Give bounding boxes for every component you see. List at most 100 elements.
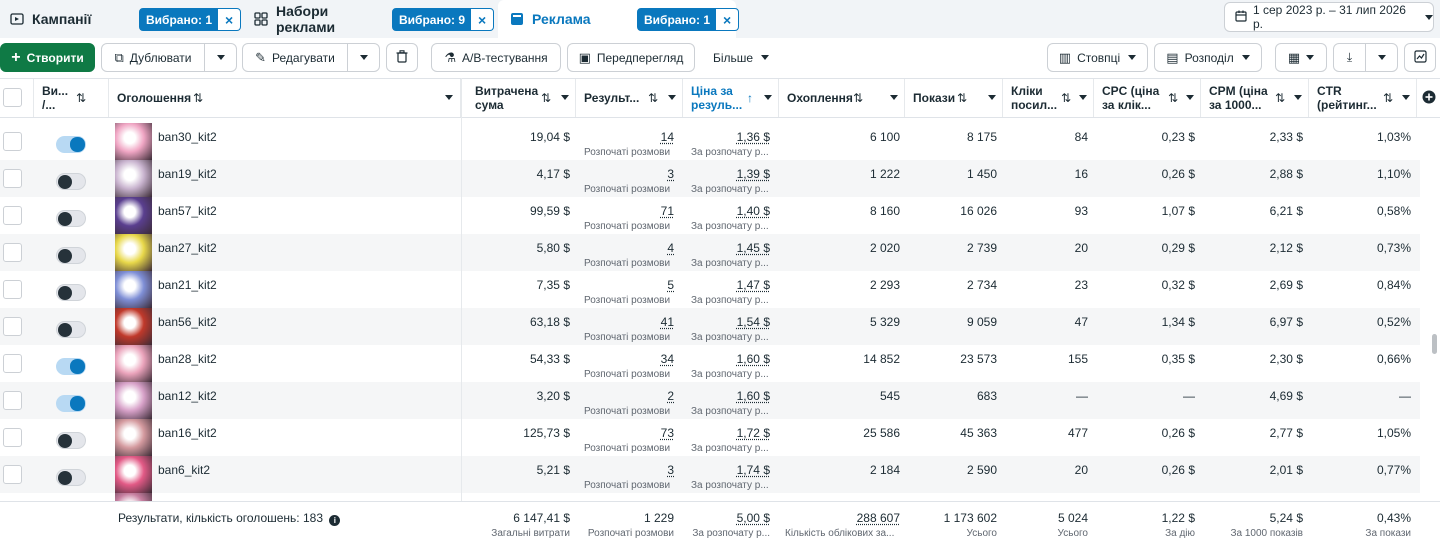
sort-icon[interactable]: ⇅ — [1383, 91, 1394, 105]
delivery-toggle[interactable] — [56, 395, 86, 412]
table-row[interactable]: ban16_kit2 125,73 $ 73 Розпочаті розмови 1,7… — [0, 419, 1420, 456]
cell-results-value[interactable]: 16 — [661, 500, 674, 501]
delivery-toggle[interactable] — [56, 284, 86, 301]
ad-name[interactable]: ban57_kit2 — [158, 204, 217, 218]
sort-icon[interactable]: ⇅ — [648, 91, 659, 105]
vertical-scrollbar[interactable] — [1432, 334, 1437, 354]
ad-thumbnail[interactable] — [115, 493, 152, 501]
sort-ascending-icon[interactable]: ↑ — [747, 91, 753, 105]
chevron-down-icon[interactable] — [445, 95, 453, 100]
ads-selected-chip[interactable]: Вибрано: 1 × — [637, 8, 740, 31]
table-row[interactable]: ban21_kit2 7,35 $ 5 Розпочаті розмови 1,47 $… — [0, 271, 1420, 308]
tab-ad-sets[interactable]: Набори реклами — [254, 0, 389, 38]
col-results[interactable]: Результ... ⇅ — [576, 79, 683, 117]
date-range-picker[interactable]: 1 сер 2023 р. – 31 лип 2026 р. — [1224, 2, 1434, 32]
ad-name[interactable]: ban21_kit2 — [158, 278, 217, 292]
ad-thumbnail[interactable] — [115, 123, 152, 160]
row-checkbox[interactable] — [3, 465, 22, 484]
cell-cost-value[interactable]: 1,60 $ — [736, 352, 770, 366]
reports-button[interactable]: ▦ — [1275, 43, 1327, 72]
preview-button[interactable]: ▣ Передперегляд — [567, 43, 695, 72]
select-all-checkbox[interactable] — [3, 88, 22, 107]
delete-button[interactable] — [386, 43, 418, 72]
sort-icon[interactable]: ⇅ — [853, 91, 864, 105]
row-checkbox[interactable] — [3, 169, 22, 188]
chevron-down-icon[interactable] — [668, 95, 676, 100]
cell-cost-value[interactable]: 1,47 $ — [736, 278, 770, 292]
ad-name[interactable]: ban27_kit2 — [158, 241, 217, 255]
table-row[interactable]: ban8_kit237,82 $16Розпочаті розмови1,74 … — [0, 493, 1420, 501]
ad-name[interactable]: ban19_kit2 — [158, 167, 217, 181]
breakdown-button[interactable]: ▤ Розподіл — [1154, 43, 1262, 72]
sort-icon[interactable]: ⇅ — [541, 91, 552, 105]
row-checkbox[interactable] — [3, 280, 22, 299]
table-row[interactable]: ban30_kit2 19,04 $ 14 Розпочаті розмови 1,36… — [0, 123, 1420, 160]
cell-results-value[interactable]: 71 — [660, 204, 674, 218]
cell-results-value[interactable]: 73 — [660, 426, 674, 440]
chevron-down-icon[interactable] — [1402, 95, 1410, 100]
duplicate-dropdown-button[interactable] — [204, 43, 237, 72]
sort-icon[interactable]: ⇅ — [1061, 91, 1072, 105]
delivery-toggle[interactable] — [56, 321, 86, 338]
ad-name[interactable]: ban30_kit2 — [158, 130, 217, 144]
cell-results-value[interactable]: 4 — [667, 241, 674, 255]
delivery-toggle[interactable] — [56, 173, 86, 190]
sort-icon[interactable]: ⇅ — [76, 91, 87, 105]
row-checkbox[interactable] — [3, 391, 22, 410]
cell-cost-value[interactable]: 1,36 $ — [736, 130, 770, 144]
columns-button[interactable]: ▥ Стовпці — [1047, 43, 1148, 72]
delivery-toggle[interactable] — [56, 432, 86, 449]
delivery-toggle[interactable] — [56, 358, 86, 375]
col-spend[interactable]: Витрачена сума ⇅ — [467, 79, 576, 117]
table-row[interactable]: ban12_kit2 3,20 $ 2 Розпочаті розмови 1,60 $… — [0, 382, 1420, 419]
clear-selection-icon[interactable]: × — [218, 9, 241, 30]
ad-thumbnail[interactable] — [115, 382, 152, 419]
table-row[interactable]: ban6_kit2 5,21 $ 3 Розпочаті розмови 1,74 $ З… — [0, 456, 1420, 493]
cell-cost-value[interactable]: 1,45 $ — [736, 241, 770, 255]
ad-thumbnail[interactable] — [115, 419, 152, 456]
table-row[interactable]: ban19_kit2 4,17 $ 3 Розпочаті розмови 1,39 $… — [0, 160, 1420, 197]
cell-cost-value[interactable]: 1,60 $ — [736, 389, 770, 403]
more-button[interactable]: Більше — [705, 43, 777, 72]
col-cpm[interactable]: CPM (ціна за 1000... ⇅ — [1201, 79, 1309, 117]
ad-name[interactable]: ban12_kit2 — [158, 389, 217, 403]
row-checkbox[interactable] — [3, 428, 22, 447]
clear-selection-icon[interactable]: × — [716, 9, 739, 30]
table-row[interactable]: ban56_kit2 63,18 $ 41 Розпочаті розмови 1,54… — [0, 308, 1420, 345]
ad-name[interactable]: ban6_kit2 — [158, 463, 211, 477]
edit-dropdown-button[interactable] — [347, 43, 380, 72]
ad-sets-selected-chip[interactable]: Вибрано: 9 × — [392, 8, 495, 31]
campaigns-selected-chip[interactable]: Вибрано: 1 × — [139, 8, 242, 31]
ad-name[interactable]: ban16_kit2 — [158, 426, 217, 440]
tab-campaigns[interactable]: Кампанії — [10, 0, 130, 38]
cell-results-value[interactable]: 41 — [660, 315, 674, 329]
chevron-down-icon[interactable] — [988, 95, 996, 100]
delivery-toggle[interactable] — [56, 247, 86, 264]
info-icon[interactable]: i — [329, 515, 341, 526]
cell-cost-value[interactable]: 1,54 $ — [736, 315, 770, 329]
row-checkbox[interactable] — [3, 132, 22, 151]
sort-icon[interactable]: ⇅ — [193, 91, 204, 105]
cell-results-value[interactable]: 2 — [667, 389, 674, 403]
ad-thumbnail[interactable] — [115, 456, 152, 493]
col-cost-per-result[interactable]: Ціна за резуль... ↑ — [683, 79, 779, 117]
ad-name[interactable]: ban28_kit2 — [158, 352, 217, 366]
col-ctr[interactable]: CTR (рейтинг... ⇅ — [1309, 79, 1417, 117]
create-button[interactable]: + Створити — [0, 43, 95, 72]
sort-icon[interactable]: ⇅ — [957, 91, 968, 105]
delivery-toggle[interactable] — [56, 210, 86, 227]
charts-button[interactable] — [1404, 43, 1436, 72]
add-column-icon[interactable] — [1422, 90, 1436, 107]
cell-cost-value[interactable]: 1,39 $ — [736, 167, 770, 181]
ab-test-button[interactable]: ⚗ A/B-тестування — [431, 43, 561, 72]
ad-name[interactable]: ban8_kit2 — [158, 500, 210, 501]
chevron-down-icon[interactable] — [561, 95, 569, 100]
delivery-toggle[interactable] — [56, 469, 86, 486]
sort-icon[interactable]: ⇅ — [1275, 91, 1286, 105]
ad-thumbnail[interactable] — [115, 308, 152, 345]
clear-selection-icon[interactable]: × — [471, 9, 494, 30]
edit-button[interactable]: ✎ Редагувати — [242, 43, 348, 72]
chevron-down-icon[interactable] — [1186, 95, 1194, 100]
ad-thumbnail[interactable] — [115, 271, 152, 308]
cell-results-value[interactable]: 34 — [660, 352, 674, 366]
